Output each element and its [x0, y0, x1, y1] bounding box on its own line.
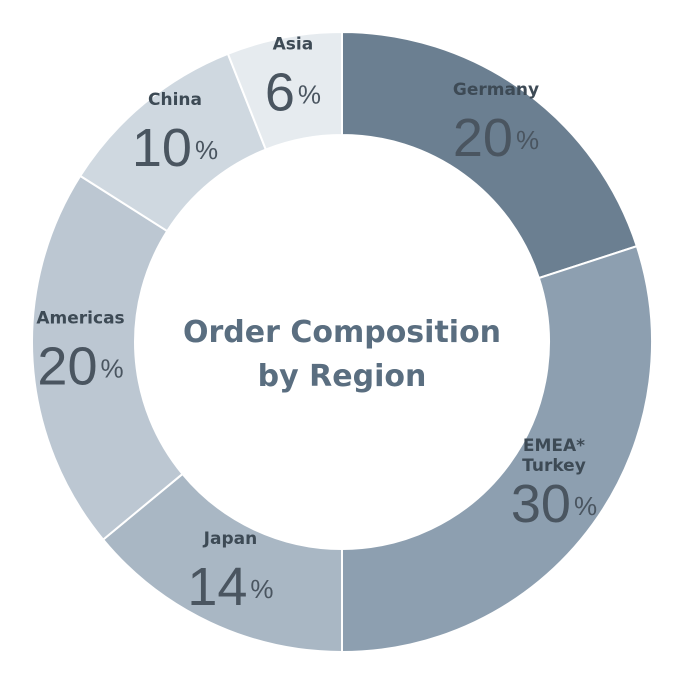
- segment-label: Japan: [203, 529, 258, 549]
- segment-label: EMEA* Turkey: [522, 436, 586, 476]
- donut-segment: [31, 174, 184, 542]
- chart-title: Order Composition by Region: [183, 315, 501, 394]
- segment-label: Americas: [36, 308, 124, 328]
- value-label: 14%: [187, 557, 273, 617]
- donut-segment: [341, 30, 639, 280]
- value-label: 6%: [265, 63, 321, 123]
- segment-label: Germany: [453, 80, 539, 100]
- donut-segment: [226, 30, 343, 151]
- value-label: 30%: [511, 474, 597, 534]
- donut-segment: [341, 244, 653, 654]
- value-label: 20%: [37, 337, 123, 397]
- value-label: 20%: [453, 108, 539, 168]
- segment-label: Asia: [273, 35, 314, 55]
- value-label: 10%: [132, 118, 218, 178]
- segment-label: China: [148, 90, 202, 110]
